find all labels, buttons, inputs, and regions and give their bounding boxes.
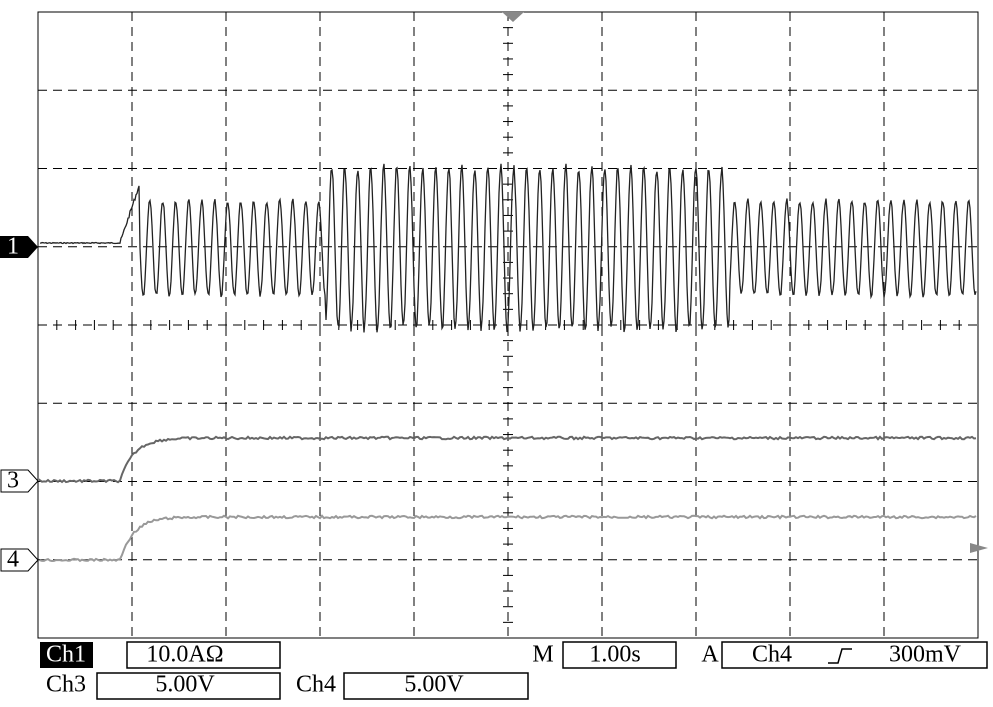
marker-label: 4 (7, 547, 19, 573)
trigger-level: 300mV (889, 642, 962, 668)
channel-4-trace (39, 514, 977, 563)
marker-label: 3 (7, 468, 19, 494)
channel-3-trace (39, 435, 977, 484)
trigger-label: A (701, 642, 719, 668)
ch3-label: Ch3 (46, 672, 86, 698)
time-scale-box (562, 641, 677, 669)
ch1-scale: 10.0AΩ (146, 642, 223, 668)
graticule (37, 11, 979, 639)
ch4-scale-box (343, 672, 529, 700)
channel-1-marker: 1 (0, 234, 38, 260)
ch4-scale: 5.00V (404, 672, 464, 698)
ch3-scale-box (96, 672, 281, 700)
trigger-source: Ch4 (752, 642, 792, 668)
time-scale: 1.00s (589, 642, 640, 668)
ch1-label-bg (40, 642, 93, 668)
trigger-position (502, 12, 524, 22)
rising-edge-icon (828, 648, 852, 664)
channel-4-marker: 4 (0, 547, 39, 573)
waveforms (39, 163, 977, 563)
channel-3-marker: 3 (0, 468, 39, 494)
ch1-scale-box (126, 641, 281, 669)
time-label: M (532, 642, 553, 668)
ch3-scale: 5.00V (155, 672, 215, 698)
trigger-box (721, 641, 988, 669)
status-bar: Ch1 10.0AΩ M 1.00s A Ch4 300mV Ch3 5.00V… (40, 641, 988, 700)
marker-label: 1 (7, 234, 19, 260)
ch4-label: Ch4 (296, 672, 336, 698)
channel-1-trace (39, 163, 977, 333)
trigger-level-marker (970, 543, 988, 553)
ch1-label: Ch1 (46, 642, 86, 668)
